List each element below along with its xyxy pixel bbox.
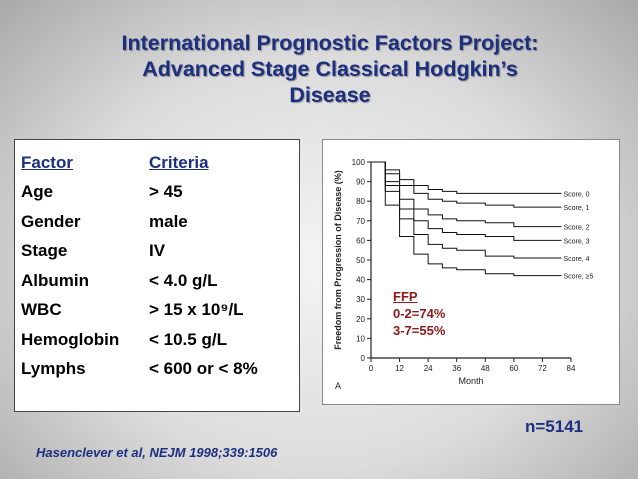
criteria-cell: < 4.0 g/L <box>149 270 218 290</box>
table-row: Lymphs < 600 or < 8% <box>21 355 258 385</box>
factor-cell: Age <box>21 182 54 202</box>
y-tick-label: 20 <box>356 315 365 324</box>
series-label: Score, ≥5 <box>563 274 593 281</box>
x-tick-label: 24 <box>424 364 433 373</box>
table-row: WBC > 15 x 10⁹/L <box>21 296 258 326</box>
series-label: Score, 2 <box>563 225 589 232</box>
ffp-note-line: 3-7=55% <box>393 323 446 338</box>
criteria-cell: < 10.5 g/L <box>149 329 227 349</box>
prognostic-factors-table: Factor Criteria Age > 45 Gender male Sta… <box>21 148 258 384</box>
criteria-cell: male <box>149 211 188 231</box>
criteria-cell: > 45 <box>149 182 183 202</box>
title-line-2: Advanced Stage Classical Hodgkin’s <box>142 57 518 81</box>
criteria-cell: < 600 or < 8% <box>149 359 258 379</box>
citation: Hasenclever et al, NEJM 1998;339:1506 <box>36 445 278 460</box>
table-header-row: Factor Criteria <box>21 148 258 178</box>
series-line <box>371 161 562 277</box>
series-line <box>371 161 562 208</box>
x-tick-label: 84 <box>567 364 576 373</box>
factor-cell: Albumin <box>21 270 89 290</box>
ffp-note-line: 0-2=74% <box>393 306 446 321</box>
factor-cell: Lymphs <box>21 359 86 379</box>
series-label: Score, 4 <box>563 256 589 263</box>
y-tick-label: 70 <box>356 217 365 226</box>
y-tick-label: 0 <box>361 354 366 363</box>
x-tick-label: 0 <box>369 364 374 373</box>
table-row: Gender male <box>21 207 258 237</box>
series-label: Score, 0 <box>563 191 589 198</box>
table-row: Albumin < 4.0 g/L <box>21 266 258 296</box>
criteria-cell: IV <box>149 241 166 261</box>
prognostic-factors-table-box: Factor Criteria Age > 45 Gender male Sta… <box>14 139 300 412</box>
slide-title: International Prognostic Factors Project… <box>40 30 620 108</box>
ffp-note: FFP 0-2=74% 3-7=55% <box>393 288 445 339</box>
table-row: Hemoglobin < 10.5 g/L <box>21 325 258 355</box>
y-tick-label: 90 <box>356 178 365 187</box>
x-tick-label: 60 <box>509 364 518 373</box>
x-tick-label: 72 <box>538 364 547 373</box>
criteria-cell: > 15 x 10⁹/L <box>149 300 244 320</box>
factor-cell: Gender <box>21 211 81 231</box>
column-header-criteria: Criteria <box>149 152 209 172</box>
series-line <box>371 161 562 241</box>
sample-size-label: n=5141 <box>525 417 584 436</box>
series-line <box>371 161 562 259</box>
y-tick-label: 50 <box>356 256 365 265</box>
table-row: Stage IV <box>21 237 258 267</box>
x-tick-label: 36 <box>452 364 461 373</box>
survival-chart-svg: 0 10 20 30 40 50 60 70 80 90 100 0 12 24 36 48 60 72 84 Mon… <box>333 158 593 391</box>
x-tick-label: 48 <box>481 364 490 373</box>
series-line <box>371 161 562 228</box>
title-line-1: International Prognostic Factors Project… <box>121 31 539 55</box>
y-tick-label: 60 <box>356 236 365 245</box>
y-axis-label: Freedom from Progression of Disease (%) <box>333 170 343 350</box>
factor-cell: Hemoglobin <box>21 329 120 349</box>
series-label: Score, 3 <box>563 238 589 245</box>
title-line-3: Disease <box>289 83 371 107</box>
panel-label: A <box>335 381 341 391</box>
x-axis-label: Month <box>458 376 483 386</box>
y-tick-label: 100 <box>352 158 366 167</box>
ffp-note-title: FFP <box>393 289 418 304</box>
factor-cell: Stage <box>21 241 68 261</box>
factor-cell: WBC <box>21 300 62 320</box>
series-label: Score, 1 <box>563 205 589 212</box>
series-line <box>371 161 562 194</box>
survival-chart: 0 10 20 30 40 50 60 70 80 90 100 0 12 24 36 48 60 72 84 Mon… <box>322 139 620 405</box>
y-tick-label: 40 <box>356 276 365 285</box>
y-tick-label: 30 <box>356 295 365 304</box>
y-tick-label: 80 <box>356 197 365 206</box>
x-tick-label: 12 <box>395 364 404 373</box>
column-header-factor: Factor <box>21 152 73 172</box>
y-tick-label: 10 <box>356 334 365 343</box>
table-row: Age > 45 <box>21 178 258 208</box>
